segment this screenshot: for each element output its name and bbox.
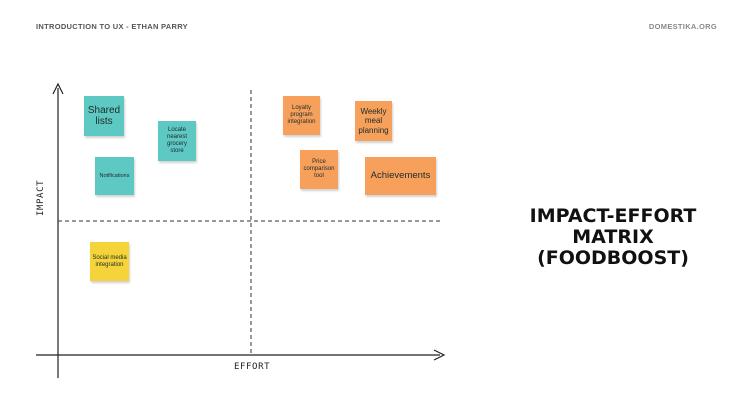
y-axis-label: IMPACT <box>36 179 46 216</box>
title-line-1: IMPACT-EFFORT <box>529 205 697 227</box>
y-axis-arrow <box>52 82 64 95</box>
note-price-comparison: Price comparison tool <box>300 150 338 189</box>
note-loyalty-program: Loyalty program integration <box>283 96 320 135</box>
title-line-2: MATRIX <box>572 226 654 248</box>
page-title: IMPACT-EFFORT MATRIX (FOODBOOST) <box>510 206 716 269</box>
note-social-media: Social media integration <box>90 242 129 281</box>
note-weekly-meal: Weekly meal planning <box>355 101 392 141</box>
note-achievements: Achievements <box>365 157 436 195</box>
x-axis-arrow <box>433 349 446 361</box>
x-axis-label: EFFORT <box>234 362 271 372</box>
site-header: DOMESTIKA.ORG <box>648 22 717 31</box>
title-line-3: (FOODBOOST) <box>537 247 689 269</box>
note-notifications: Notifications <box>95 157 134 195</box>
course-header: INTRODUCTION TO UX - ETHAN PARRY <box>36 22 188 31</box>
note-shared-lists: Shared lists <box>84 96 124 136</box>
note-locate-grocery: Locate nearest grocery store <box>158 121 196 161</box>
